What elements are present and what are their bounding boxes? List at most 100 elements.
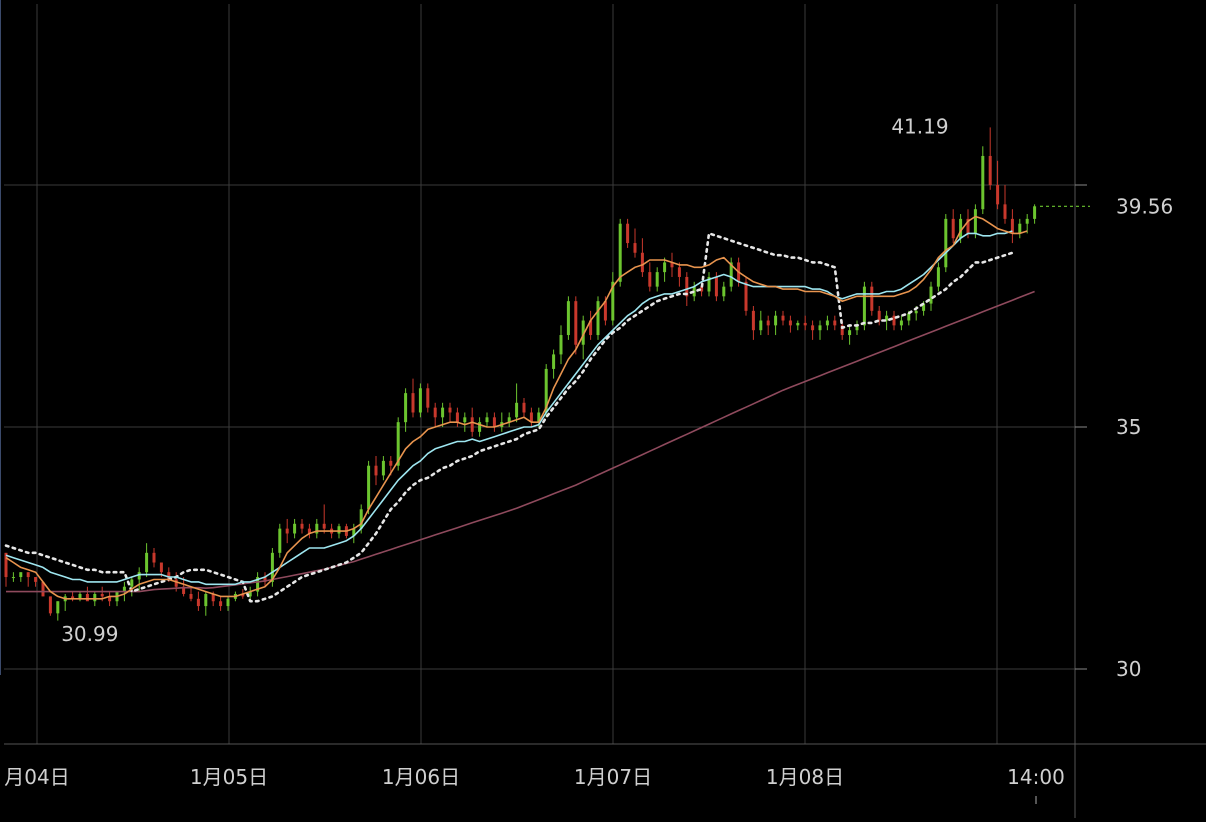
candle-body [1003, 204, 1007, 219]
candle-body [130, 579, 134, 587]
candle-body [944, 218, 948, 268]
ma-line-cyan [5, 230, 1013, 586]
candle-body [241, 593, 245, 597]
candle-body [515, 402, 519, 418]
candle-body [618, 223, 622, 282]
candle-body [707, 276, 711, 292]
candle-body [766, 320, 770, 326]
candle-body [781, 315, 785, 321]
candle-body [996, 185, 1000, 205]
candle-body [404, 393, 408, 423]
candle-body [981, 155, 985, 210]
candle-body [433, 407, 437, 418]
candle-body [862, 286, 866, 326]
candle-body [589, 320, 593, 336]
candle-body [677, 267, 681, 277]
candle-body [648, 272, 652, 287]
candle-body [256, 577, 260, 592]
candle-body [108, 596, 112, 602]
grid [4, 4, 1075, 744]
candle-body [848, 330, 852, 336]
candle-body [877, 310, 881, 321]
candle-body [796, 322, 800, 326]
candle-body [825, 320, 829, 326]
candle-body [352, 528, 356, 536]
candle-body [19, 572, 23, 578]
candle-body [71, 596, 75, 599]
candle-body [167, 572, 171, 580]
candle-body [988, 155, 992, 185]
x-tick-label: 1月07日 [574, 765, 652, 789]
candle-body [322, 523, 326, 529]
candle-body [700, 286, 704, 292]
moving-averages [4, 215, 1035, 603]
candle-body [951, 218, 955, 239]
candle-body [485, 417, 489, 423]
candle-body [633, 243, 637, 253]
candle-body [1010, 218, 1014, 234]
candle-body [596, 301, 600, 336]
x-tick-label: 月04日 [4, 765, 69, 789]
candle-body [722, 286, 726, 297]
candle-body [959, 218, 963, 239]
candle-body [26, 572, 30, 578]
ma-line-maroon [6, 290, 1035, 593]
candle-body [100, 593, 104, 597]
candle-body [811, 325, 815, 331]
x-tick-label: 1月05日 [190, 765, 268, 789]
low-annotation: 30.99 [61, 622, 118, 646]
candle-body [566, 301, 570, 336]
candle-body [278, 528, 282, 553]
current-price-label: 39.56 [1116, 194, 1173, 218]
candle-body [263, 577, 267, 582]
candle-body [914, 310, 918, 314]
candle-body [581, 320, 585, 345]
candle-body [219, 601, 223, 607]
candle-body [685, 276, 689, 297]
candle-body [41, 581, 45, 597]
candle-body [751, 310, 755, 331]
x-tick-label: 14:00 [1007, 765, 1065, 789]
candle-body [714, 276, 718, 297]
ma-line-dotted [4, 232, 1014, 603]
candle-body [196, 598, 200, 607]
candle-body [611, 281, 615, 321]
candle-body [396, 422, 400, 466]
candle-body [973, 209, 977, 234]
candle-body [78, 593, 82, 599]
candle-body [1018, 223, 1022, 234]
candle-body [441, 407, 445, 418]
candle-body [833, 320, 837, 326]
candle-body [788, 320, 792, 326]
candle-body [966, 218, 970, 234]
candle-body [507, 417, 511, 423]
candle-body [211, 593, 215, 602]
candle-body [492, 417, 496, 427]
candle-body [936, 267, 940, 287]
candle-body [1025, 218, 1029, 224]
candle-body [137, 572, 141, 580]
candle-body [56, 601, 60, 614]
high-annotation: 41.19 [891, 114, 948, 138]
candle-body [1033, 206, 1037, 219]
candle-body [426, 388, 430, 408]
candle-body [899, 320, 903, 326]
candle-body [34, 577, 38, 582]
candle-body [463, 417, 467, 423]
candle-body [4, 552, 8, 578]
candle-body [603, 301, 607, 321]
candle-body [529, 412, 533, 423]
candle-body [855, 325, 859, 331]
candle-body [663, 262, 667, 273]
candle-body [537, 412, 541, 423]
candles [4, 127, 1037, 621]
candle-body [374, 465, 378, 476]
candle-body [922, 303, 926, 311]
x-tick-label: 1月08日 [766, 765, 844, 789]
candle-body [359, 509, 363, 529]
candle-body [270, 552, 274, 582]
candle-body [774, 315, 778, 326]
